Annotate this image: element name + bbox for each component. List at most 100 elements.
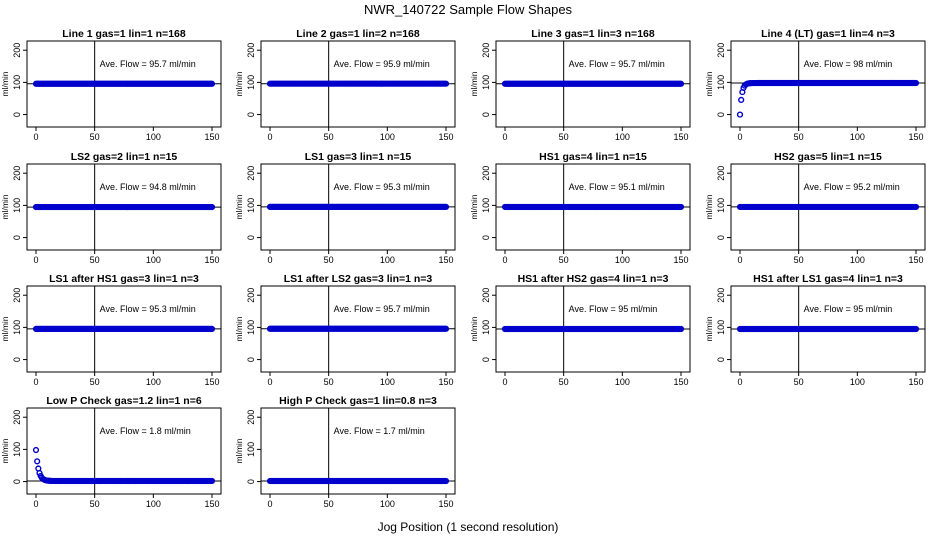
y-tick-label: 0 [481, 112, 491, 117]
data-points [32, 325, 216, 333]
x-tick-label: 150 [673, 132, 688, 142]
data-point [36, 469, 43, 477]
data-points [32, 446, 216, 485]
data-point [208, 203, 216, 211]
y-axis-label: ml/min [704, 316, 714, 341]
x-tick-label: 0 [33, 499, 38, 509]
data-point [208, 80, 216, 87]
data-point [677, 80, 685, 87]
average-flow-annotation: Ave. Flow = 95.7 ml/min [569, 59, 665, 69]
data-points [736, 325, 920, 333]
x-tick-label: 150 [438, 132, 453, 142]
x-tick-label: 100 [146, 132, 161, 142]
panel-title: Line 2 gas=1 lin=2 n=168 [296, 28, 420, 40]
y-tick-label: 100 [246, 320, 256, 335]
data-points [736, 203, 920, 211]
panels: Line 1 gas=1 lin=1 n=168 0 50 100 150 0 100 200… [0, 28, 926, 509]
x-tick-label: 0 [33, 377, 38, 387]
x-tick-label: 0 [267, 132, 272, 142]
panel-title: LS1 after LS2 gas=3 lin=1 n=3 [284, 273, 433, 285]
y-axis-label: ml/min [0, 316, 10, 341]
average-flow-annotation: Ave. Flow = 1.8 ml/min [100, 426, 191, 436]
x-tick-label: 0 [737, 377, 742, 387]
average-flow-annotation: Ave. Flow = 95 ml/min [569, 304, 658, 314]
data-points [736, 79, 920, 118]
y-tick-label: 0 [12, 235, 22, 240]
y-axis-label: ml/min [704, 194, 714, 219]
x-tick-label: 50 [794, 377, 804, 387]
panel-5: LS2 gas=2 lin=1 n=15 0 50 100 150 0 100 200 ml/m… [0, 151, 222, 265]
x-tick-label: 150 [908, 377, 923, 387]
panel-11: HS1 after HS2 gas=4 lin=1 n=3 0 50 100 150 0 1… [469, 273, 691, 387]
x-tick-label: 50 [90, 499, 100, 509]
y-tick-label: 0 [12, 357, 22, 362]
x-tick-label: 0 [267, 499, 272, 509]
data-points [266, 80, 450, 87]
x-tick-label: 0 [267, 255, 272, 265]
x-tick-label: 0 [33, 255, 38, 265]
average-flow-annotation: Ave. Flow = 95.3 ml/min [334, 182, 430, 192]
y-tick-label: 100 [481, 320, 491, 335]
x-tick-label: 100 [380, 499, 395, 509]
y-tick-label: 100 [12, 442, 22, 457]
data-points [501, 325, 685, 333]
x-tick-label: 150 [438, 499, 453, 509]
x-tick-label: 50 [794, 255, 804, 265]
average-flow-annotation: Ave. Flow = 98 ml/min [804, 59, 893, 69]
y-tick-label: 200 [12, 288, 22, 303]
panel-title: Line 1 gas=1 lin=1 n=168 [62, 28, 186, 40]
x-tick-label: 100 [615, 255, 630, 265]
plot-frame [26, 407, 222, 495]
x-tick-label: 50 [90, 132, 100, 142]
y-tick-label: 100 [12, 320, 22, 335]
y-tick-label: 100 [716, 75, 726, 90]
x-tick-label: 150 [438, 255, 453, 265]
x-tick-label: 100 [850, 377, 865, 387]
data-point [208, 477, 216, 485]
y-tick-label: 100 [246, 75, 256, 90]
y-axis-label: ml/min [0, 438, 10, 463]
panel-8: HS2 gas=5 lin=1 n=15 0 50 100 150 0 100 200 ml/m… [704, 151, 926, 265]
x-tick-label: 50 [324, 255, 334, 265]
plot-frame [730, 40, 926, 128]
x-tick-label: 0 [267, 377, 272, 387]
y-tick-label: 0 [716, 357, 726, 362]
average-flow-annotation: Ave. Flow = 1.7 ml/min [334, 426, 425, 436]
panel-10: LS1 after LS2 gas=3 lin=1 n=3 0 50 100 150 0 1… [234, 273, 456, 387]
x-tick-label: 100 [380, 255, 395, 265]
data-points [32, 203, 216, 211]
x-tick-label: 100 [146, 499, 161, 509]
data-points [501, 80, 685, 87]
y-tick-label: 200 [246, 166, 256, 181]
y-tick-label: 0 [246, 235, 256, 240]
x-tick-label: 0 [502, 255, 507, 265]
x-tick-label: 50 [794, 132, 804, 142]
average-flow-annotation: Ave. Flow = 95.7 ml/min [334, 304, 430, 314]
x-tick-label: 100 [850, 255, 865, 265]
y-tick-label: 0 [12, 479, 22, 484]
y-axis-label: ml/min [704, 71, 714, 96]
x-tick-label: 100 [615, 132, 630, 142]
figure-xlabel: Jog Position (1 second resolution) [378, 520, 559, 534]
x-tick-label: 50 [559, 132, 569, 142]
data-point [738, 96, 745, 104]
data-point [912, 325, 920, 333]
panel-6: LS1 gas=3 lin=1 n=15 0 50 100 150 0 100 200 ml/m… [234, 151, 456, 265]
y-tick-label: 200 [246, 288, 256, 303]
panel-title: HS1 after LS1 gas=4 lin=1 n=3 [753, 273, 903, 285]
panel-title: Line 4 (LT) gas=1 lin=4 n=3 [761, 28, 895, 40]
panel-3: Line 3 gas=1 lin=3 n=168 0 50 100 150 0 100 200… [469, 28, 691, 142]
panel-7: HS1 gas=4 lin=1 n=15 0 50 100 150 0 100 200 ml/m… [469, 151, 691, 265]
y-tick-label: 100 [246, 442, 256, 457]
y-tick-label: 100 [716, 198, 726, 213]
figure-title: NWR_140722 Sample Flow Shapes [364, 2, 573, 17]
average-flow-annotation: Ave. Flow = 95.7 ml/min [100, 59, 196, 69]
x-tick-label: 0 [502, 132, 507, 142]
panel-2: Line 2 gas=1 lin=2 n=168 0 50 100 150 0 100 200… [234, 28, 456, 142]
panel-14: High P Check gas=1 lin=0.8 n=3 0 50 100 150 0… [234, 395, 456, 509]
y-tick-label: 0 [481, 357, 491, 362]
x-tick-label: 0 [737, 255, 742, 265]
y-axis-label: ml/min [234, 71, 244, 96]
panel-title: Low P Check gas=1.2 lin=1 n=6 [46, 395, 201, 407]
